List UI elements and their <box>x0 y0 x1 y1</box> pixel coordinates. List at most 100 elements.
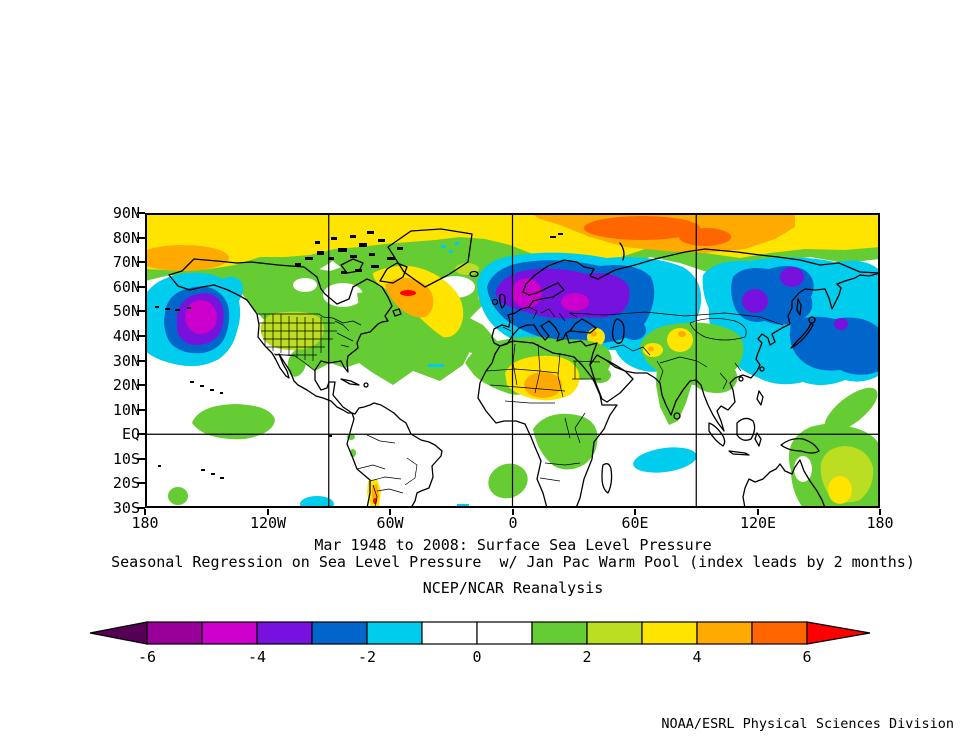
scandinavia-russia-coast <box>522 248 880 293</box>
lat-tick <box>137 286 145 288</box>
lat-label-80n: 80N <box>112 229 140 247</box>
neasia-blue2 <box>789 316 880 375</box>
lat-tick <box>137 335 145 337</box>
coralsea-yellow-core <box>828 476 852 504</box>
lat-tick <box>137 507 145 509</box>
caspian-sea <box>611 318 625 344</box>
lon-label-120w: 120W <box>249 514 287 532</box>
colorbar-seg-3 <box>256 621 313 645</box>
iceland <box>469 270 479 278</box>
new-guinea <box>780 437 820 454</box>
bering-orange <box>145 245 229 271</box>
australia-coast <box>742 459 826 508</box>
baffin-island <box>379 262 408 284</box>
east-africa-green <box>533 413 598 470</box>
map-frame <box>145 213 880 508</box>
lon-label-60w: 60W <box>376 514 404 532</box>
colorbar-seg-1 <box>146 621 203 645</box>
greenland-coast <box>387 228 473 288</box>
colorbar-seg-9 <box>586 621 643 645</box>
lon-tick <box>144 509 146 515</box>
colorbar-seg-5 <box>366 621 423 645</box>
colorbar-tick-m2: -2 <box>357 648 377 666</box>
lat-tick <box>137 409 145 411</box>
borneo <box>736 417 756 441</box>
asia-south-coast <box>605 272 880 432</box>
russia-magenta-core <box>561 293 589 311</box>
arctic-dark-orange-core2 <box>679 228 731 246</box>
colorbar-seg-11 <box>696 621 753 645</box>
newfoundland <box>392 308 402 317</box>
lon-tick <box>634 509 636 515</box>
island-speckle-layer <box>155 231 563 479</box>
hokkaido <box>808 316 816 324</box>
lat-label-10s: 10S <box>112 450 140 468</box>
sri-lanka <box>673 412 681 420</box>
novaya-zemlya <box>619 242 625 261</box>
colorbar-left-arrow <box>89 621 148 645</box>
lat-tick <box>137 360 145 362</box>
ireland <box>491 298 499 306</box>
south-atlantic-green <box>488 463 528 499</box>
lon-tick <box>879 509 881 515</box>
greenland-orange <box>385 277 434 318</box>
lat-label-50n: 50N <box>112 302 140 320</box>
colorbar-right-arrow <box>806 621 871 645</box>
lat-tick <box>137 458 145 460</box>
lat-label-20s: 20S <box>112 474 140 492</box>
hispaniola <box>363 382 369 388</box>
south-america-coast <box>346 402 443 508</box>
lat-label-60n: 60N <box>112 278 140 296</box>
lat-tick <box>137 433 145 435</box>
colorbar-seg-10 <box>641 621 698 645</box>
lat-tick <box>137 384 145 386</box>
arctic-dark-orange-core <box>584 216 700 240</box>
colorbar-seg-2 <box>201 621 258 645</box>
colorbar-tick-p6: 6 <box>802 648 812 666</box>
arabia-coast <box>589 354 634 403</box>
colorbar-seg-12 <box>751 621 808 645</box>
colorbar-tick-0: 0 <box>472 648 482 666</box>
lat-tick <box>137 261 145 263</box>
world-map <box>145 213 880 508</box>
colorbar-tick-p2: 2 <box>582 648 592 666</box>
lon-label-0: 0 <box>508 514 518 532</box>
lat-label-40n: 40N <box>112 327 140 345</box>
colorbar-seg-7 <box>476 621 533 645</box>
philippines <box>756 390 764 406</box>
java <box>728 450 750 456</box>
colorbar-seg-8 <box>531 621 588 645</box>
uk <box>499 293 506 309</box>
colorbar-tick-p4: 4 <box>692 648 702 666</box>
sumatra <box>708 422 726 447</box>
tibet-yellow <box>667 328 693 352</box>
sahara-orange-core <box>524 372 562 398</box>
grid-layer <box>145 213 880 508</box>
lat-label-90n: 90N <box>112 204 140 222</box>
lat-label-eq: EQ <box>121 425 140 443</box>
lon-tick <box>512 509 514 515</box>
plot-title: Mar 1948 to 2008: Surface Sea Level Pres… <box>314 536 712 554</box>
plot-source: NCEP/NCAR Reanalysis <box>422 579 604 597</box>
lon-tick <box>389 509 391 515</box>
lat-tick <box>137 482 145 484</box>
lat-label-70n: 70N <box>112 253 140 271</box>
npacific-magenta-core <box>185 300 217 334</box>
lon-label-180e: 180 <box>866 514 894 532</box>
lat-label-30s: 30S <box>112 499 140 517</box>
coastline-layer <box>168 228 880 508</box>
lat-tick <box>137 310 145 312</box>
japan <box>790 322 814 349</box>
colorbar <box>89 621 871 645</box>
north-america-coast <box>168 258 393 414</box>
sulawesi <box>754 432 762 447</box>
tropical-pacific-green <box>192 404 275 440</box>
coralsea-green-finger <box>824 387 878 433</box>
lat-label-30n: 30N <box>112 352 140 370</box>
lon-label-120e: 120E <box>739 514 777 532</box>
india-green <box>656 359 694 425</box>
lon-label-180w: 180 <box>131 514 159 532</box>
greenland-red-core <box>400 290 416 296</box>
lon-tick <box>757 509 759 515</box>
